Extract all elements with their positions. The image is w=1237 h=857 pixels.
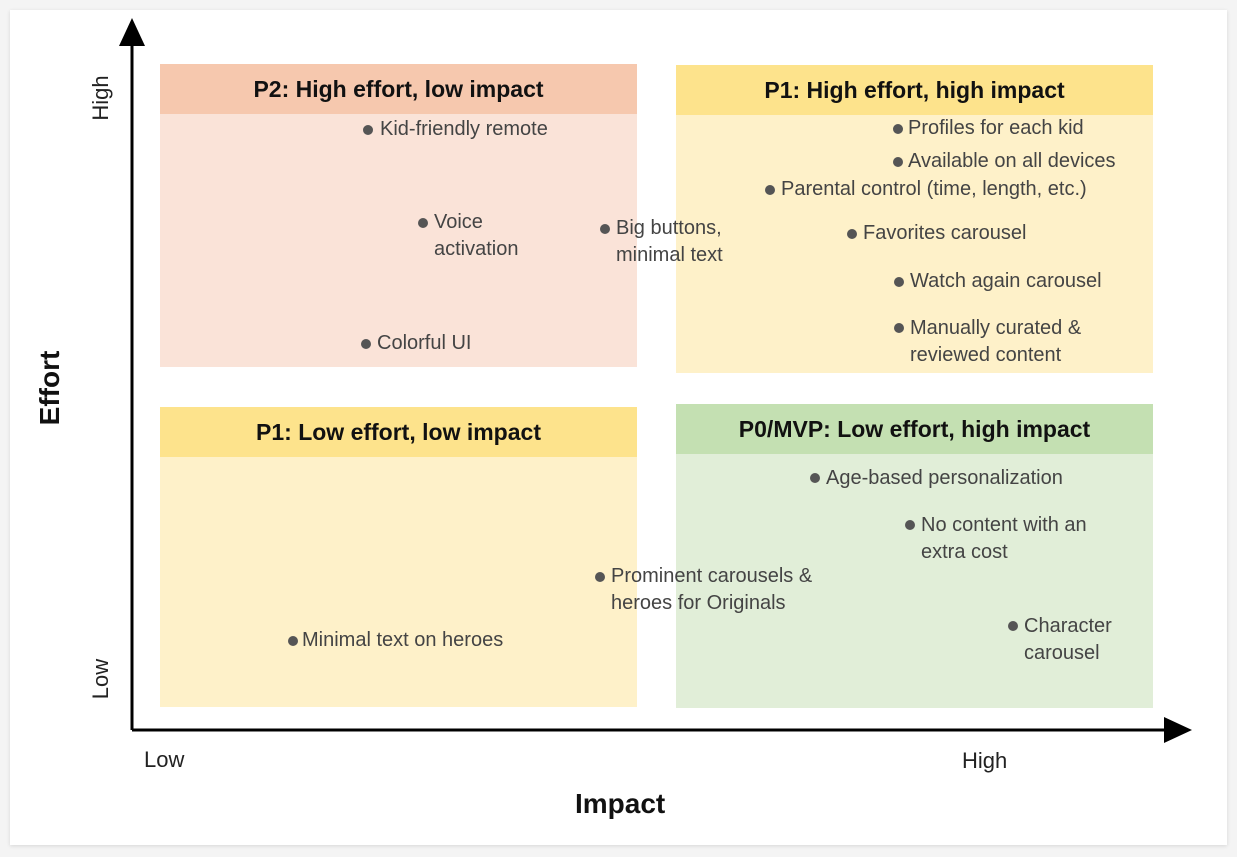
bullet-dot xyxy=(893,157,903,167)
bullet-dot xyxy=(893,124,903,134)
y-axis-title: Effort xyxy=(34,350,65,426)
item-big-buttons: Big buttons, minimal text xyxy=(616,217,723,266)
quadrant-high-effort-low-impact: P2: High effort, low impact xyxy=(160,64,637,367)
bullet-dot xyxy=(765,185,775,195)
quadrant-body xyxy=(160,457,637,707)
prioritization-matrix: P2: High effort, low impact P1: High eff… xyxy=(10,10,1227,845)
item-kid-friendly-remote: Kid-friendly remote xyxy=(380,118,548,140)
x-axis-arrow xyxy=(1164,717,1192,743)
bullet-dot xyxy=(288,636,298,646)
x-axis-title: Impact xyxy=(575,788,666,819)
bullet-dot xyxy=(361,339,371,349)
quadrant-body xyxy=(676,454,1153,708)
y-axis-low-label: Low xyxy=(88,658,113,700)
bullet-dot xyxy=(418,218,428,228)
x-axis-low-label: Low xyxy=(144,747,185,772)
quadrant-title: P1: Low effort, low impact xyxy=(160,407,637,457)
x-axis-high-label: High xyxy=(962,748,1008,773)
quadrant-low-effort-low-impact: P1: Low effort, low impact xyxy=(160,407,637,707)
bullet-dot xyxy=(595,572,605,582)
item-available-all-devices: Available on all devices xyxy=(908,150,1116,172)
item-age-based-personalization: Age-based personalization xyxy=(826,467,1063,489)
quadrant-title: P2: High effort, low impact xyxy=(160,64,637,114)
item-favorites-carousel: Favorites carousel xyxy=(863,222,1027,244)
bullet-dot xyxy=(905,520,915,530)
quadrant-title: P1: High effort, high impact xyxy=(676,65,1153,115)
bullet-dot xyxy=(847,229,857,239)
bullet-dot xyxy=(810,473,820,483)
quadrant-title: P0/MVP: Low effort, high impact xyxy=(676,404,1153,454)
quadrant-body xyxy=(676,115,1153,373)
quadrant-body xyxy=(160,114,637,367)
bullet-dot xyxy=(600,224,610,234)
item-minimal-text-heroes: Minimal text on heroes xyxy=(302,629,504,651)
item-no-extra-cost: No content with an extra cost xyxy=(921,514,1087,563)
y-axis-high-label: High xyxy=(88,75,113,121)
item-voice-activation: Voice activation xyxy=(434,211,519,260)
item-prominent-carousels: Prominent carousels & heroes for Origina… xyxy=(611,565,813,614)
item-profiles-each-kid: Profiles for each kid xyxy=(908,117,1084,139)
bullet-dot xyxy=(894,277,904,287)
quadrant-high-effort-high-impact: P1: High effort, high impact xyxy=(676,65,1153,373)
bullet-dot xyxy=(1008,621,1018,631)
item-character-carousel: Character carousel xyxy=(1024,615,1112,664)
axes xyxy=(119,18,1192,743)
item-watch-again-carousel: Watch again carousel xyxy=(910,270,1102,292)
item-colorful-ui: Colorful UI xyxy=(377,332,472,354)
item-manually-curated: Manually curated & reviewed content xyxy=(910,317,1082,366)
item-parental-control: Parental control (time, length, etc.) xyxy=(781,178,1087,200)
bullet-dot xyxy=(363,125,373,135)
quadrant-low-effort-high-impact: P0/MVP: Low effort, high impact xyxy=(676,404,1153,708)
y-axis-arrow xyxy=(119,18,145,46)
bullet-dot xyxy=(894,323,904,333)
